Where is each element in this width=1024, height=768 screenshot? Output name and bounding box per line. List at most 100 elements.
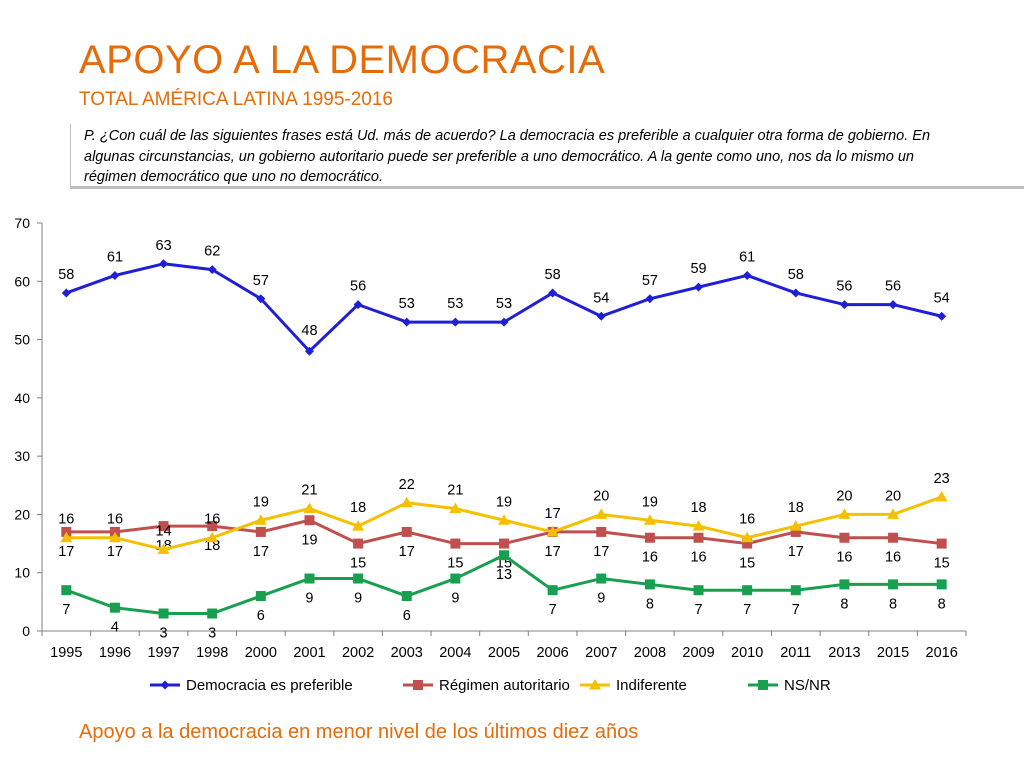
x-tick-label: 2006 (536, 645, 568, 661)
legend-label: Democracia es preferible (186, 677, 353, 694)
data-point (742, 270, 752, 280)
data-label: 19 (301, 532, 317, 548)
data-point (839, 579, 850, 590)
data-point (596, 573, 607, 584)
x-tick-label: 2015 (877, 645, 909, 661)
data-label: 20 (836, 488, 852, 504)
x-tick-label: 2010 (731, 645, 763, 661)
y-tick-label: 60 (14, 273, 30, 289)
data-point (157, 543, 170, 554)
data-point (888, 300, 898, 310)
data-point (742, 538, 753, 549)
data-point (304, 346, 314, 356)
data-point (790, 526, 801, 537)
data-point (644, 579, 655, 590)
data-point (596, 526, 607, 537)
data-point (499, 538, 509, 549)
data-point (110, 270, 120, 280)
data-point (61, 288, 71, 298)
data-point (498, 514, 510, 525)
data-label: 62 (204, 244, 220, 260)
data-point (207, 265, 217, 275)
data-point (693, 585, 704, 596)
data-point (692, 520, 705, 531)
data-label: 48 (301, 323, 317, 339)
data-point (255, 526, 266, 537)
data-label: 7 (694, 602, 702, 618)
data-point (400, 496, 413, 508)
data-point (207, 521, 218, 532)
data-label: 23 (934, 471, 950, 487)
data-label: 16 (107, 512, 123, 528)
data-label: 58 (545, 267, 561, 283)
data-point (256, 294, 266, 304)
data-label: 13 (496, 567, 512, 583)
data-point (255, 591, 266, 602)
data-point (61, 585, 72, 596)
data-label: 18 (690, 500, 706, 516)
data-label: 16 (836, 550, 852, 566)
x-tick-label: 2016 (926, 645, 958, 661)
data-point (158, 608, 169, 619)
data-label: 15 (934, 556, 950, 572)
x-tick-label: 2008 (634, 645, 666, 661)
y-tick-label: 20 (14, 506, 30, 522)
y-tick-label: 0 (22, 623, 30, 639)
x-tick-label: 1995 (50, 645, 82, 661)
data-point (595, 508, 608, 519)
data-point (499, 317, 509, 327)
data-point (353, 300, 363, 310)
data-label: 16 (885, 550, 901, 566)
data-point (352, 520, 365, 531)
data-label: 53 (496, 296, 512, 312)
data-label: 8 (646, 596, 654, 612)
data-label: 19 (642, 494, 658, 510)
data-label: 9 (305, 591, 313, 607)
data-label: 53 (447, 296, 463, 312)
data-label: 56 (885, 279, 901, 295)
legend-label: NS/NR (784, 677, 831, 694)
data-label: 9 (597, 591, 605, 607)
legend-label: Régimen autoritario (439, 677, 570, 694)
page-title: APOYO A LA DEMOCRACIA (79, 38, 606, 82)
data-point (838, 508, 851, 519)
data-label: 20 (593, 488, 609, 504)
y-tick-label: 30 (14, 448, 30, 464)
data-point (304, 573, 315, 584)
data-point (158, 521, 169, 532)
data-label: 14 (156, 523, 172, 539)
legend-marker (413, 680, 423, 690)
data-point (596, 311, 606, 321)
data-point (936, 579, 947, 590)
data-point (303, 502, 316, 514)
y-tick-label: 40 (14, 390, 30, 406)
data-point (109, 602, 120, 613)
data-label: 9 (451, 591, 459, 607)
data-label: 18 (350, 500, 366, 516)
data-point (547, 585, 558, 596)
data-label: 56 (350, 279, 366, 295)
data-label: 15 (447, 556, 463, 572)
data-label: 56 (836, 279, 852, 295)
data-label: 59 (690, 261, 706, 277)
data-point (254, 514, 267, 525)
data-label: 53 (399, 296, 415, 312)
x-tick-label: 1997 (147, 645, 179, 661)
data-label: 7 (743, 602, 751, 618)
data-point (839, 300, 849, 310)
question-frame (70, 124, 1024, 187)
data-label: 7 (792, 602, 800, 618)
data-label: 54 (593, 290, 609, 306)
legend-marker (589, 679, 601, 690)
data-label: 16 (739, 512, 755, 528)
data-point (742, 585, 753, 596)
data-label: 17 (107, 544, 123, 560)
data-point (449, 502, 462, 514)
data-point (741, 531, 754, 543)
data-point (450, 573, 461, 584)
x-tick-label: 2002 (342, 645, 374, 661)
legend-marker (160, 680, 170, 690)
data-label: 18 (788, 500, 804, 516)
data-label: 16 (58, 512, 74, 528)
x-tick-label: 1996 (99, 645, 131, 661)
